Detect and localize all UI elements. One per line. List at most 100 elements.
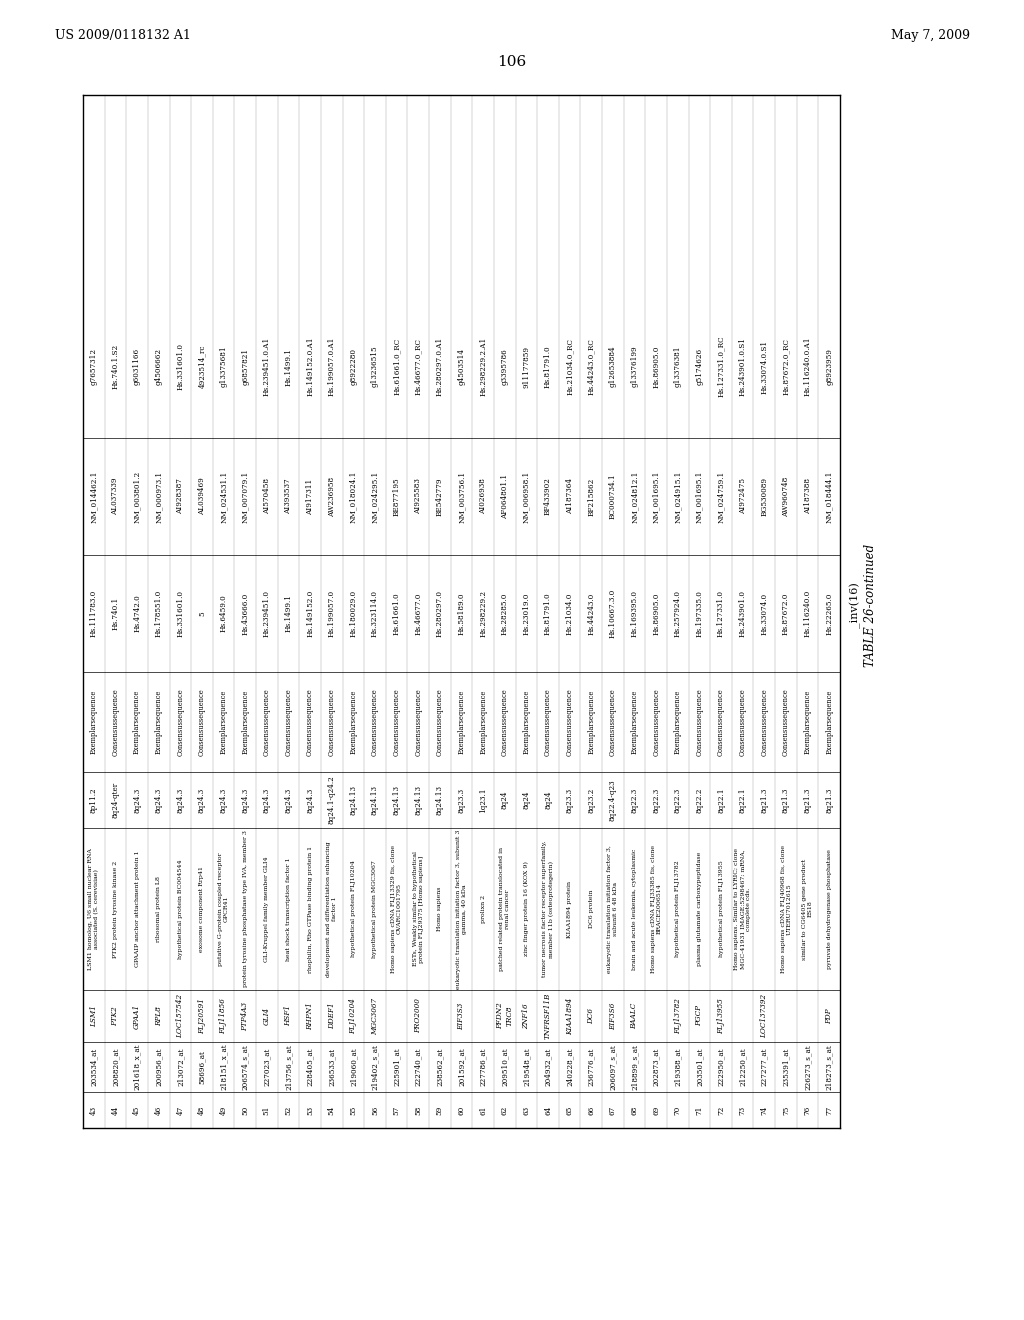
Text: Hs.239451.0: Hs.239451.0 xyxy=(263,590,270,638)
Text: Hs.61661.0: Hs.61661.0 xyxy=(392,593,400,635)
Text: Hs.280297.0.A1: Hs.280297.0.A1 xyxy=(436,337,443,396)
Text: 8q24.3: 8q24.3 xyxy=(306,787,314,813)
Text: hypothetical protein FLJ13782: hypothetical protein FLJ13782 xyxy=(675,861,680,957)
Text: 54: 54 xyxy=(328,1105,336,1114)
Text: 47: 47 xyxy=(176,1105,184,1114)
Text: 8q24.3: 8q24.3 xyxy=(263,787,270,813)
Text: Homo sapiens: Homo sapiens xyxy=(437,887,442,931)
Text: 227277_at: 227277_at xyxy=(760,1048,768,1086)
Text: GLI-Kruppel family member GLI4: GLI-Kruppel family member GLI4 xyxy=(264,857,269,962)
Text: 201592_at: 201592_at xyxy=(458,1048,466,1086)
Text: 240228_at: 240228_at xyxy=(565,1048,573,1086)
Text: 66: 66 xyxy=(588,1105,595,1114)
Text: g7657312: g7657312 xyxy=(90,348,98,385)
Text: 8q24: 8q24 xyxy=(544,791,552,809)
Text: 8q24: 8q24 xyxy=(501,791,509,809)
Text: 8q24.13: 8q24.13 xyxy=(392,785,400,814)
Text: Hs.298229.2.A1: Hs.298229.2.A1 xyxy=(479,337,487,396)
Text: PFDN2
TRC8: PFDN2 TRC8 xyxy=(497,1003,513,1030)
Text: 76: 76 xyxy=(804,1105,812,1114)
Text: 227023_at: 227023_at xyxy=(263,1048,270,1086)
Text: Consensussequence: Consensussequence xyxy=(198,688,206,756)
Text: 8q22.3: 8q22.3 xyxy=(674,787,682,813)
Text: 8q21.3: 8q21.3 xyxy=(825,787,834,813)
Text: 218273_s_at: 218273_s_at xyxy=(825,1044,834,1090)
Text: 61: 61 xyxy=(479,1105,487,1114)
Text: 219402_s_at: 219402_s_at xyxy=(371,1044,379,1090)
Text: Hs.243901.0.S1: Hs.243901.0.S1 xyxy=(738,337,746,396)
Text: BF215862: BF215862 xyxy=(588,478,595,516)
Text: NM_024915.1: NM_024915.1 xyxy=(674,470,682,523)
Text: 8q23.3: 8q23.3 xyxy=(458,788,466,813)
Text: 8q24.13: 8q24.13 xyxy=(371,785,379,814)
Text: PRO2000: PRO2000 xyxy=(415,998,422,1034)
Text: 8q22.3: 8q22.3 xyxy=(652,787,660,813)
Text: Homo sapiens cDNA FLJ40968 fis, clone
UTERU7012615: Homo sapiens cDNA FLJ40968 fis, clone UT… xyxy=(780,845,792,973)
Text: 8q24-qter: 8q24-qter xyxy=(112,781,120,818)
Text: 64: 64 xyxy=(544,1105,552,1114)
Text: Hs.116240.0.A1: Hs.116240.0.A1 xyxy=(804,337,812,396)
Text: 56: 56 xyxy=(371,1105,379,1114)
Text: 45: 45 xyxy=(133,1105,141,1114)
Text: 58: 58 xyxy=(415,1105,422,1114)
Text: 212250_at: 212250_at xyxy=(738,1048,746,1086)
Text: Consensussequence: Consensussequence xyxy=(738,688,746,756)
Text: g13376381: g13376381 xyxy=(674,346,682,387)
Text: Hs.44243.0: Hs.44243.0 xyxy=(588,593,595,635)
Text: 203534_at: 203534_at xyxy=(90,1048,98,1086)
Text: 235391_at: 235391_at xyxy=(782,1048,790,1086)
Text: 52: 52 xyxy=(285,1105,293,1114)
Text: Hs.21034.0: Hs.21034.0 xyxy=(565,593,573,635)
Text: protein tyrosine phosphatase type IVA, member 3: protein tyrosine phosphatase type IVA, m… xyxy=(243,830,248,987)
Text: Hs.10667.3.0: Hs.10667.3.0 xyxy=(609,589,616,638)
Text: AL037339: AL037339 xyxy=(112,478,120,515)
Text: Hs.197335.0: Hs.197335.0 xyxy=(695,590,703,638)
Text: 206574_s_at: 206574_s_at xyxy=(242,1044,249,1090)
Text: ribosomal protein L8: ribosomal protein L8 xyxy=(157,876,161,942)
Text: ESTs, Weakly similar to hypothetical
protein FLJ29375 [Homo sapiens]: ESTs, Weakly similar to hypothetical pro… xyxy=(413,851,424,966)
Text: Hs.1499.1: Hs.1499.1 xyxy=(285,347,293,385)
Text: AI187364: AI187364 xyxy=(565,479,573,515)
Text: AI917311: AI917311 xyxy=(306,478,314,515)
Text: g8922280: g8922280 xyxy=(349,348,357,385)
Text: Hs.149152.0: Hs.149152.0 xyxy=(306,590,314,638)
Text: PTK2 protein tyrosine kinase 2: PTK2 protein tyrosine kinase 2 xyxy=(113,861,118,957)
Text: 8q21.3: 8q21.3 xyxy=(804,787,812,813)
Text: 218151_x_at: 218151_x_at xyxy=(219,1044,227,1090)
Text: 219060_at: 219060_at xyxy=(349,1048,357,1086)
Text: BG530089: BG530089 xyxy=(760,477,768,516)
Text: Hs.180029.0: Hs.180029.0 xyxy=(349,590,357,638)
Text: Hs.43666.0: Hs.43666.0 xyxy=(242,593,249,635)
Text: Hs.149152.0.A1: Hs.149152.0.A1 xyxy=(306,337,314,396)
Text: 218899_s_at: 218899_s_at xyxy=(631,1044,639,1090)
Text: g13236515: g13236515 xyxy=(371,346,379,387)
Text: Hs.169395.0: Hs.169395.0 xyxy=(631,590,639,638)
Text: Hs.280297.0: Hs.280297.0 xyxy=(436,590,443,638)
Text: 75: 75 xyxy=(782,1105,790,1114)
Text: Hs.86905.0: Hs.86905.0 xyxy=(652,593,660,635)
Text: Hs.81791.0: Hs.81791.0 xyxy=(544,593,552,635)
Text: g8923959: g8923959 xyxy=(825,348,834,385)
Text: Hs.740.1: Hs.740.1 xyxy=(112,597,120,630)
Text: AL039469: AL039469 xyxy=(198,478,206,515)
Text: LSM1: LSM1 xyxy=(90,1005,98,1027)
Text: 8q24.13: 8q24.13 xyxy=(415,785,422,814)
Text: rhophilin, Rho GTPase binding protein 1: rhophilin, Rho GTPase binding protein 1 xyxy=(307,845,312,973)
Text: 236776_at: 236776_at xyxy=(588,1048,595,1086)
Text: g4506662: g4506662 xyxy=(155,348,163,385)
Text: AI570458: AI570458 xyxy=(263,479,270,515)
Text: Hs.199057.0: Hs.199057.0 xyxy=(328,590,336,638)
Text: NM_024759.1: NM_024759.1 xyxy=(717,470,725,523)
Text: 49: 49 xyxy=(219,1105,227,1114)
Text: BC000734.1: BC000734.1 xyxy=(609,474,616,519)
Text: NM_001695.1: NM_001695.1 xyxy=(652,470,660,523)
Text: 8q24: 8q24 xyxy=(522,791,530,809)
Text: Exemplarsequence: Exemplarsequence xyxy=(219,690,227,754)
Text: g4503514: g4503514 xyxy=(458,348,466,385)
Text: prolixn 2: prolixn 2 xyxy=(480,895,485,923)
Text: 213072_at: 213072_at xyxy=(176,1048,184,1086)
Text: EIF3S3: EIF3S3 xyxy=(458,1002,466,1030)
Text: AI187388: AI187388 xyxy=(804,479,812,515)
Text: 8q24.3: 8q24.3 xyxy=(242,787,249,813)
Text: 62: 62 xyxy=(501,1105,509,1114)
